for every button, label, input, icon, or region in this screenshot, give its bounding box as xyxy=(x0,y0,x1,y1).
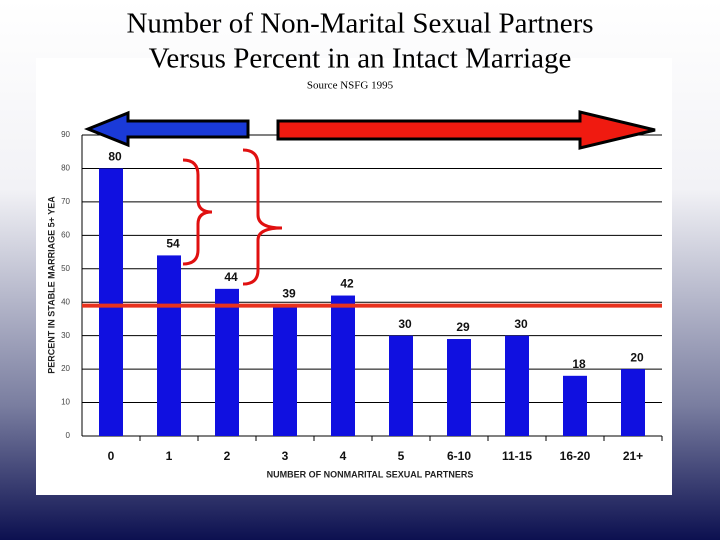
bar xyxy=(621,369,645,436)
arrow-right xyxy=(276,110,656,150)
bar xyxy=(563,375,587,436)
source: Source NSFG 1995 xyxy=(307,80,394,92)
bar xyxy=(99,168,123,436)
data-label: 18 xyxy=(572,357,586,371)
data-label: 20 xyxy=(630,350,644,364)
bar xyxy=(505,335,529,436)
x-axis-label: NUMBER OF NONMARITAL SEXUAL PARTNERS xyxy=(267,469,474,479)
x-tick-label: 3 xyxy=(282,449,289,463)
x-tick-label: 4 xyxy=(340,449,347,463)
data-label: 80 xyxy=(108,150,122,164)
x-tick-label: 16-20 xyxy=(560,449,591,463)
data-label: 54 xyxy=(166,237,180,251)
y-tick-label: 10 xyxy=(61,398,70,407)
bar xyxy=(331,295,355,436)
data-label: 44 xyxy=(224,270,238,284)
y-tick-label: 30 xyxy=(61,331,70,340)
y-tick-label: 20 xyxy=(61,364,70,373)
brace xyxy=(182,158,213,266)
bar xyxy=(157,255,181,436)
x-tick-label: 11-15 xyxy=(502,449,532,463)
x-tick-label: 5 xyxy=(398,449,405,463)
arrow-left xyxy=(83,110,250,148)
plot: 0 10 20 30 40 50 60 70 80 90 0 80 1 54 2 44 3 39 4 42 5 30 6-1… xyxy=(61,130,663,463)
y-tick-label: 40 xyxy=(61,297,70,306)
y-tick-label: 0 xyxy=(66,431,71,440)
x-tick-label: 1 xyxy=(166,449,173,463)
y-tick-label: 70 xyxy=(61,197,70,206)
y-tick-label: 80 xyxy=(61,164,70,173)
data-label: 39 xyxy=(282,287,296,301)
data-label: 42 xyxy=(340,277,354,291)
chart-title: Number of Non-Marital Sexual Partners xyxy=(126,8,593,40)
x-tick-label: 0 xyxy=(108,449,115,463)
y-tick-label: 50 xyxy=(61,264,70,273)
y-axis-label: PERCENT IN STABLE MARRIAGE 5+ YEA xyxy=(46,196,56,374)
bar xyxy=(273,305,297,436)
data-label: 30 xyxy=(514,317,528,331)
chart-title: Versus Percent in an Intact Marriage xyxy=(149,43,572,75)
y-tick-label: 60 xyxy=(61,230,70,239)
bar xyxy=(447,339,471,436)
bar xyxy=(215,288,239,436)
brace xyxy=(242,148,283,286)
y-tick-label: 90 xyxy=(61,130,70,139)
x-tick-label: 2 xyxy=(224,449,231,463)
x-tick-label: 6-10 xyxy=(447,449,471,463)
bar xyxy=(389,335,413,436)
data-label: 30 xyxy=(398,317,412,331)
x-tick-label: 21+ xyxy=(623,449,643,463)
data-label: 29 xyxy=(456,320,470,334)
